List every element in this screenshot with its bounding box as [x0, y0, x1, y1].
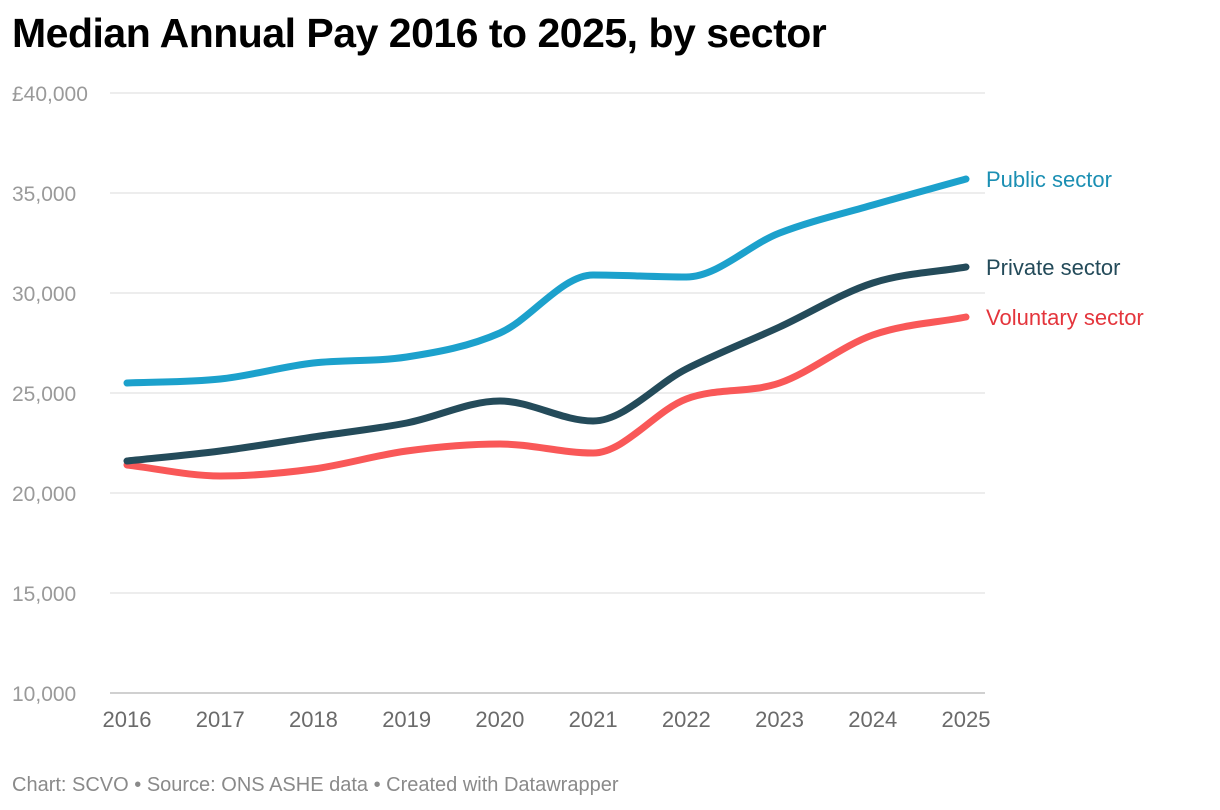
- x-axis-ticks: 2016 2017 2018 2019 2020 2021 2022 2023 2024 2025: [103, 707, 991, 732]
- x-tick-label: 2019: [382, 707, 431, 732]
- y-tick-label: 10,000: [12, 683, 76, 706]
- x-tick-label: 2016: [103, 707, 152, 732]
- x-tick-label: 2025: [942, 707, 991, 732]
- public-sector-label: Public sector: [986, 167, 1112, 192]
- y-tick-label: 15,000: [12, 583, 76, 606]
- series-lines: [123, 175, 970, 480]
- x-tick-label: 2018: [289, 707, 338, 732]
- y-tick-label: 35,000: [12, 183, 76, 206]
- y-tick-label: 25,000: [12, 383, 76, 406]
- chart-title: Median Annual Pay 2016 to 2025, by secto…: [12, 10, 827, 56]
- y-axis-ticks: 10,000 15,000 20,000 25,000 30,000 35,000 £40,…: [12, 83, 88, 706]
- y-tick-label: £40,000: [12, 83, 88, 106]
- gridlines: [110, 92, 985, 694]
- y-tick-label: 30,000: [12, 283, 76, 306]
- x-tick-label: 2017: [196, 707, 245, 732]
- x-tick-label: 2020: [475, 707, 524, 732]
- x-tick-label: 2021: [569, 707, 618, 732]
- series-labels: Public sector Private sector Voluntary sec…: [986, 167, 1144, 330]
- chart-footer: Chart: SCVO • Source: ONS ASHE data • Cr…: [12, 774, 619, 796]
- x-tick-label: 2022: [662, 707, 711, 732]
- private-sector-label: Private sector: [986, 255, 1121, 280]
- public-sector-line: [123, 175, 970, 387]
- private-sector-line: [123, 263, 970, 465]
- voluntary-sector-label: Voluntary sector: [986, 305, 1144, 330]
- x-tick-label: 2023: [755, 707, 804, 732]
- x-tick-label: 2024: [848, 707, 897, 732]
- y-tick-label: 20,000: [12, 483, 76, 506]
- voluntary-sector-line: [123, 313, 970, 480]
